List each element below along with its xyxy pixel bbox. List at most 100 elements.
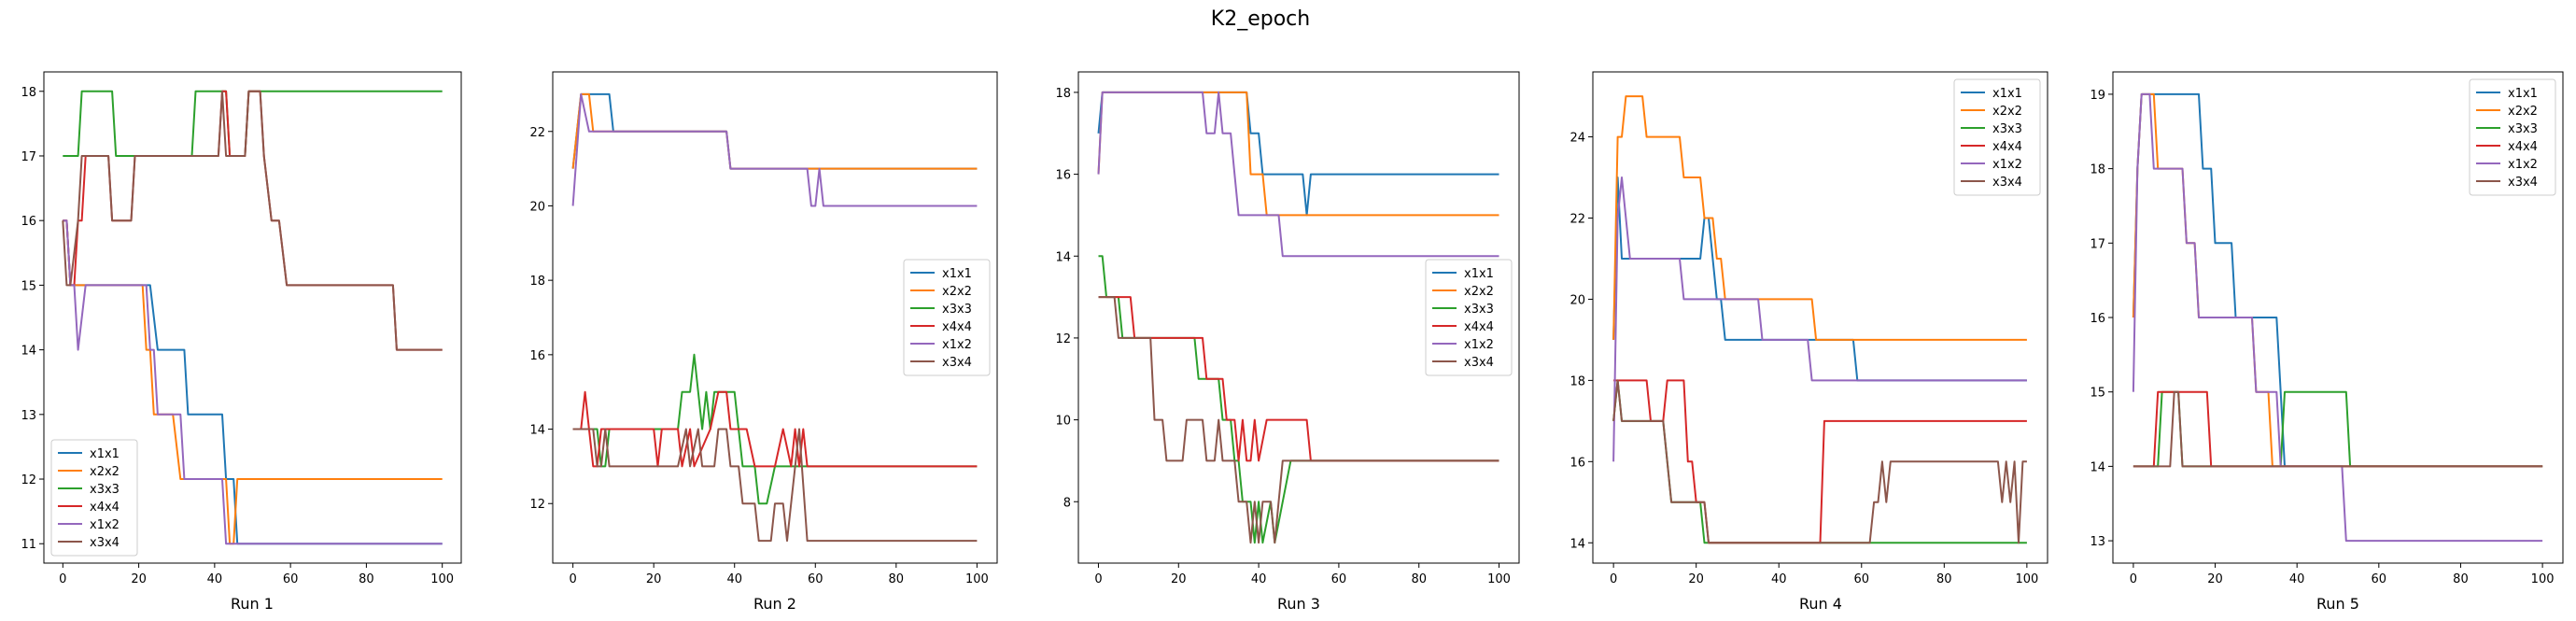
x-tick-label: 100 xyxy=(1487,572,1511,586)
legend: x1x1 x2x2 x3x3 x4x4 x1x2 x3x4 xyxy=(903,259,991,376)
y-tick-label: 16 xyxy=(2090,312,2105,326)
legend-label-x4x4: x4x4 xyxy=(90,501,120,515)
y-tick-label: 14 xyxy=(529,424,545,438)
legend-label-x4x4: x4x4 xyxy=(1992,140,2022,154)
y-tick-label: 18 xyxy=(1055,87,1071,101)
x-tick-label: 40 xyxy=(2289,572,2305,586)
y-tick-label: 12 xyxy=(1055,332,1071,346)
y-tick-label: 20 xyxy=(1570,293,1585,307)
x-tick-label: 80 xyxy=(1936,572,1952,586)
y-tick-label: 24 xyxy=(1570,132,1585,146)
x-tick-label: 60 xyxy=(1331,572,1347,586)
subplot-run-2: 0 20 40 60 80 100 12 14 16 18 20 22 x1x1 x2x2 x3x3 x4x4… xyxy=(529,71,998,613)
legend-label-x4x4: x4x4 xyxy=(942,320,972,334)
y-tick-label: 18 xyxy=(529,275,545,289)
plot-marks: 0 20 40 60 80 100 11 12 13 14 15 16 17 18 x1x1 x2x2 x3x3… xyxy=(21,86,454,586)
x-tick-label: 20 xyxy=(646,572,662,586)
subplot-run-5: 0 20 40 60 80 100 13 14 15 16 17 18 19 x1x1 x2x2 x3x3 x4… xyxy=(2090,71,2564,613)
series-line-x1x2 xyxy=(571,92,978,207)
legend-label-x1x2: x1x2 xyxy=(2508,158,2538,172)
x-tick-label: 0 xyxy=(1094,572,1102,586)
x-tick-label: 20 xyxy=(131,572,147,586)
x-tick-label: 20 xyxy=(2207,572,2223,586)
legend-label-x3x4: x3x4 xyxy=(942,356,972,370)
y-tick-label: 14 xyxy=(1055,250,1071,264)
legend-label-x3x4: x3x4 xyxy=(1464,356,1494,370)
legend-box xyxy=(903,259,991,376)
y-tick-label: 19 xyxy=(2090,89,2105,103)
legend: x1x1 x2x2 x3x3 x4x4 x1x2 x3x4 xyxy=(1953,78,2041,196)
y-tick-label: 14 xyxy=(1570,537,1585,551)
x-tick-label: 0 xyxy=(2130,572,2137,586)
series-line-x1x2 xyxy=(63,219,443,545)
x-axis-label: Run 5 xyxy=(2316,595,2359,613)
legend-label-x3x3: x3x3 xyxy=(1992,122,2022,136)
legend-label-x1x1: x1x1 xyxy=(90,447,120,461)
y-tick-label: 15 xyxy=(21,279,36,293)
x-tick-label: 100 xyxy=(2015,572,2038,586)
plot-marks: 0 20 40 60 80 10081012141618x1x1x2x2x3x3x4x4x… xyxy=(1055,87,1513,586)
legend-label-x3x3: x3x3 xyxy=(942,303,972,317)
subplot-run-4: 0 20 40 60 80 100 14 16 18 20 22 24 x1x1 x2x2 x3x3 x4x4… xyxy=(1570,71,2048,613)
series-line-x3x4 xyxy=(62,90,443,351)
series-line-x3x4 xyxy=(2133,390,2543,468)
y-tick-label: 15 xyxy=(2090,387,2105,401)
legend-label-x1x2: x1x2 xyxy=(90,518,120,532)
legend-label-x3x3: x3x3 xyxy=(2508,122,2538,136)
x-tick-label: 60 xyxy=(283,572,299,586)
legend-label-x1x1: x1x1 xyxy=(1464,267,1494,281)
legend-box xyxy=(1953,78,2041,196)
y-tick-label: 14 xyxy=(2090,460,2105,474)
y-tick-label: 17 xyxy=(21,150,36,164)
y-tick-label: 16 xyxy=(1055,169,1071,183)
y-tick-label: 18 xyxy=(21,86,36,100)
legend: x1x1 x2x2 x3x3 x4x4 x1x2 x3x4 xyxy=(50,439,138,557)
y-tick-label: 18 xyxy=(1570,374,1585,388)
x-tick-label: 80 xyxy=(2453,572,2469,586)
subplot-run-1: 0 20 40 60 80 100 11 12 13 14 15 16 17 18 x1x1 x2x2 x3x3… xyxy=(21,71,462,613)
x-tick-label: 100 xyxy=(965,572,989,586)
legend-label-x4x4: x4x4 xyxy=(2508,140,2538,154)
y-tick-label: 16 xyxy=(1570,456,1585,470)
x-axis-label: Run 3 xyxy=(1277,595,1320,613)
legend-label-x3x4: x3x4 xyxy=(1992,176,2022,190)
x-tick-label: 80 xyxy=(889,572,905,586)
y-tick-label: 13 xyxy=(2090,535,2105,549)
legend-label-x1x1: x1x1 xyxy=(942,267,972,281)
legend-label-x2x2: x2x2 xyxy=(2508,105,2538,119)
legend-box xyxy=(50,439,138,557)
x-tick-label: 100 xyxy=(430,572,454,586)
x-tick-label: 80 xyxy=(1411,572,1427,586)
y-tick-label: 20 xyxy=(529,200,545,214)
plot-marks: 0 20 40 60 80 100 14 16 18 20 22 24 x1x1 x2x2 x3x3 x4x4… xyxy=(1570,78,2041,586)
series-line-x3x4 xyxy=(572,428,978,543)
y-tick-label: 17 xyxy=(2090,237,2105,251)
legend-label-x1x1: x1x1 xyxy=(2508,87,2538,101)
x-tick-label: 20 xyxy=(1688,572,1704,586)
series-line-x3x3 xyxy=(572,353,978,505)
x-tick-label: 60 xyxy=(2372,572,2387,586)
series-line-x1x2 xyxy=(1612,176,2027,462)
x-tick-label: 60 xyxy=(808,572,823,586)
legend-label-x3x3: x3x3 xyxy=(1464,303,1494,317)
y-tick-label: 16 xyxy=(21,215,36,229)
legend-label-x3x3: x3x3 xyxy=(90,483,120,497)
legend-label-x2x2: x2x2 xyxy=(1464,285,1494,299)
y-tick-label: 16 xyxy=(529,349,545,363)
x-tick-label: 40 xyxy=(726,572,742,586)
x-tick-label: 100 xyxy=(2531,572,2555,586)
series-line-x3x4 xyxy=(1098,296,1499,544)
series-line-x4x4 xyxy=(1098,296,1499,462)
x-tick-label: 40 xyxy=(1251,572,1267,586)
y-tick-label: 12 xyxy=(21,473,36,487)
x-tick-label: 40 xyxy=(207,572,223,586)
x-tick-label: 0 xyxy=(569,572,576,586)
x-axis-label: Run 4 xyxy=(1799,595,1842,613)
y-tick-label: 22 xyxy=(1570,212,1585,226)
x-axis-label: Run 2 xyxy=(753,595,796,613)
legend-label-x2x2: x2x2 xyxy=(90,465,120,479)
figure-title: K2_epoch xyxy=(1211,7,1310,31)
x-tick-label: 0 xyxy=(59,572,66,586)
y-tick-label: 14 xyxy=(21,345,36,359)
